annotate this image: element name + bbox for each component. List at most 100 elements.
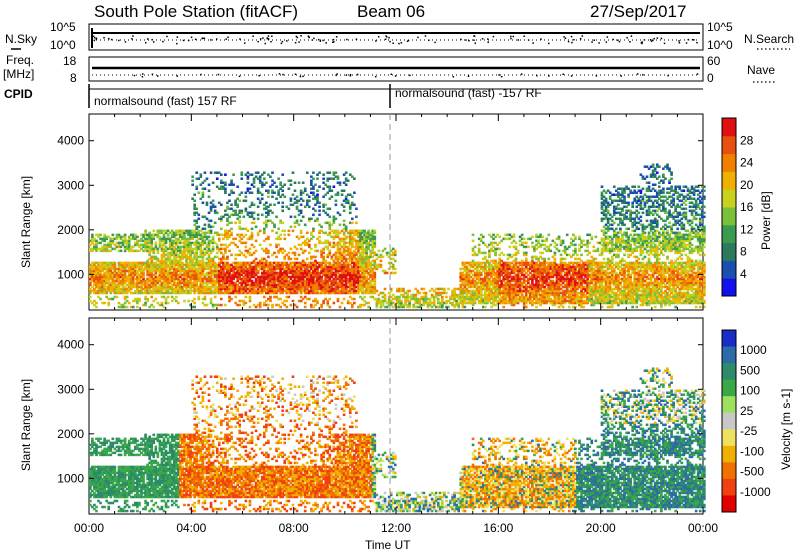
power-scatter-cell	[240, 177, 243, 180]
power-scatter-cell	[300, 204, 303, 207]
power-scatter-cell	[296, 306, 299, 309]
power-scatter-cell	[292, 171, 295, 174]
power-scatter-cell	[253, 246, 256, 249]
nsearch-point	[333, 41, 335, 43]
nsearch-point	[650, 39, 652, 41]
power-scatter-cell	[437, 298, 440, 301]
power-scatter-cell	[281, 190, 284, 193]
power-scatter-cell	[257, 188, 260, 191]
nsky-tick-low: 10^0	[50, 38, 76, 52]
nave-point	[697, 73, 699, 75]
nsearch-point	[626, 37, 628, 39]
power-scatter-cell	[343, 206, 346, 209]
power-scatter-cell	[234, 210, 237, 213]
power-scatter-cell	[373, 272, 376, 275]
power-scatter-cell	[523, 238, 526, 241]
nsearch-point	[523, 35, 525, 37]
power-scatter-cell	[335, 171, 338, 174]
power-scatter-cell	[312, 214, 315, 217]
power-scatter-cell	[363, 296, 366, 299]
power-scatter-cell	[445, 292, 448, 295]
power-scatter-cell	[386, 272, 389, 275]
cpid-program-2: normalsound (fast) -157 RF	[395, 86, 542, 100]
nsearch-point	[593, 39, 595, 41]
nsearch-point	[162, 41, 164, 43]
power-scatter-cell	[384, 288, 387, 291]
power-scatter-cell	[328, 250, 331, 253]
nsearch-point	[612, 39, 614, 41]
power-scatter-cell	[236, 185, 239, 188]
power-scatter-cell	[259, 244, 262, 247]
nsearch-point	[252, 35, 254, 37]
power-scatter-cell	[208, 183, 211, 186]
nsearch-point	[641, 43, 643, 45]
power-scatter-cell	[353, 204, 356, 207]
power-scatter-cell	[273, 224, 276, 227]
nsky-tick-high: 10^5	[50, 20, 76, 34]
freq-tick-low: 8	[70, 71, 77, 85]
nsearch-point	[257, 41, 259, 43]
power-scatter-cell	[312, 171, 315, 174]
power-scatter-cell	[193, 204, 196, 207]
power-scatter-cell	[355, 216, 358, 219]
power-scatter-cell	[341, 302, 344, 305]
power-scatter-cell	[498, 236, 501, 239]
power-scatter-cell	[441, 296, 444, 299]
nsearch-point	[398, 43, 400, 45]
power-scatter-cell	[294, 181, 297, 184]
power-scatter-cell	[230, 179, 233, 182]
power-scatter-cell	[267, 190, 270, 193]
nsearch-point	[244, 42, 246, 44]
power-scatter-cell	[249, 188, 252, 191]
power-scatter-cell	[89, 296, 92, 299]
power-scatter-cell	[255, 258, 258, 261]
power-scatter-cell	[419, 292, 422, 295]
nsearch-point	[108, 38, 110, 40]
power-scatter-cell	[294, 190, 297, 193]
power-scatter-cell	[95, 306, 98, 309]
power-scatter-cell	[255, 240, 258, 243]
power-scatter-cell	[322, 177, 325, 180]
nsearch-point	[191, 37, 193, 39]
power-scatter-cell	[163, 306, 166, 309]
power-scatter-cell	[220, 298, 223, 301]
nsearch-point	[318, 39, 320, 41]
nsearch-point	[518, 39, 520, 41]
power-scatter-cell	[263, 296, 266, 299]
power-scatter-cell	[138, 298, 141, 301]
power-scatter-cell	[288, 208, 291, 211]
nsearch-point	[270, 41, 272, 43]
nave-point	[453, 76, 455, 78]
power-scatter-cell	[318, 171, 321, 174]
power-scatter-cell	[335, 204, 338, 207]
power-scatter-cell	[206, 304, 209, 307]
power-scatter-cell	[224, 181, 227, 184]
nave-point	[282, 74, 284, 76]
nave-tick-high: 60	[707, 54, 721, 68]
power-scatter-cell	[351, 222, 354, 225]
nsearch-point	[678, 40, 680, 42]
power-scatter-cell	[484, 252, 487, 255]
power-scatter-cell	[292, 194, 295, 197]
nsearch-point	[333, 39, 335, 41]
power-scatter-cell	[314, 210, 317, 213]
power-scatter-cell	[251, 232, 254, 235]
power-scatter-cell	[288, 230, 291, 233]
power-scatter-cell	[247, 230, 250, 233]
power-scatter-cell	[202, 202, 205, 205]
power-scatter-cell	[328, 242, 331, 245]
power-scatter-cell	[263, 171, 266, 174]
nave-point	[375, 76, 377, 78]
power-scatter-cell	[380, 264, 383, 267]
power-scatter-cell	[308, 244, 311, 247]
nave-point	[218, 74, 220, 76]
power-scatter-cell	[214, 222, 217, 225]
power-scatter-cell	[277, 177, 280, 180]
power-scatter-cell	[502, 254, 505, 257]
nsearch-point	[346, 39, 348, 41]
nsearch-point	[664, 43, 666, 45]
power-scatter-cell	[204, 171, 207, 174]
power-scatter-cell	[195, 185, 198, 188]
nsearch-point	[688, 39, 690, 41]
power-scatter-cell	[236, 246, 239, 249]
